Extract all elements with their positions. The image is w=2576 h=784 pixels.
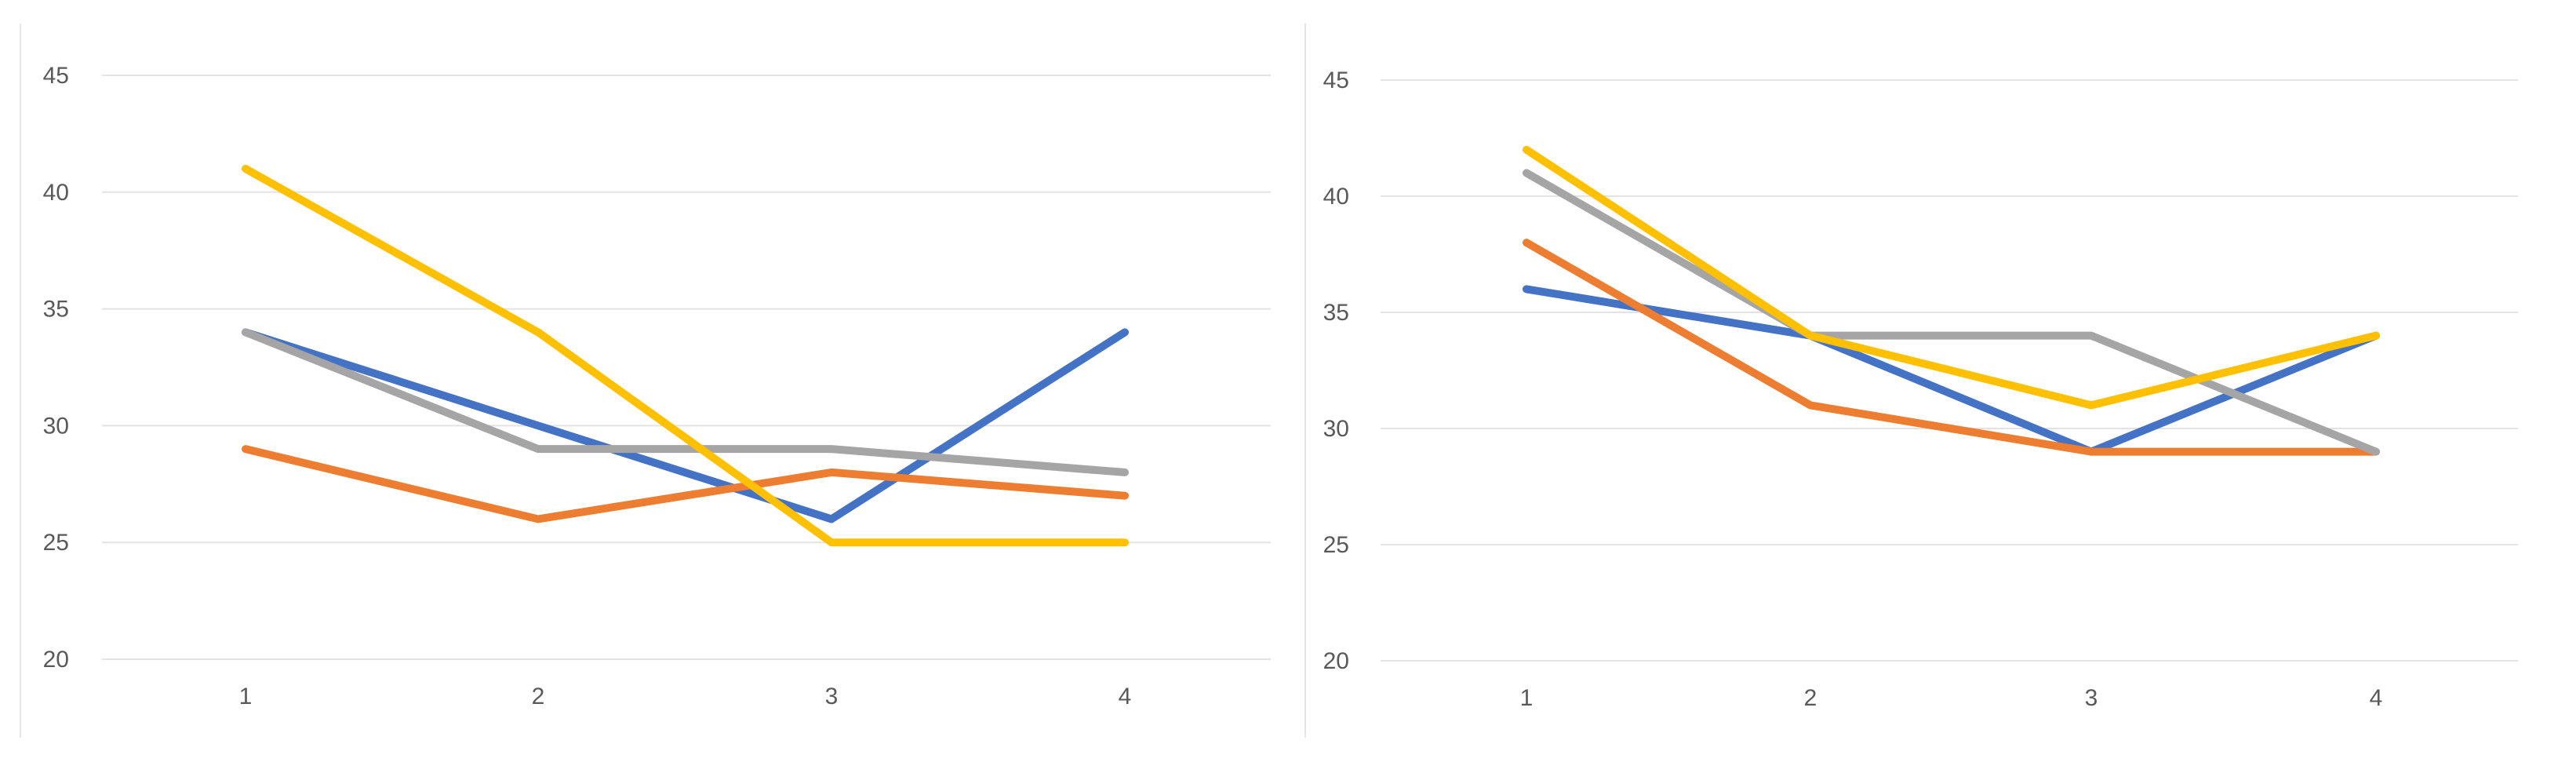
right-y-tick-label: 20 [1323, 648, 1349, 674]
left-x-tick-label: 1 [239, 684, 253, 709]
left-x-tick-label: 2 [532, 684, 545, 709]
left-y-tick-label: 20 [43, 647, 69, 673]
right-series-line-3 [1523, 169, 2380, 456]
right-x-tick-label: 2 [1804, 685, 1817, 711]
left-series-line-4 [242, 165, 1129, 547]
left-x-tick-label: 3 [825, 684, 839, 709]
line-chart-right-svg: 20 25 30 35 40 45 1 2 3 4 [1304, 24, 2518, 738]
left-series-line-3 [242, 328, 1129, 476]
right-x-tick-label: 4 [2370, 685, 2383, 711]
line-chart-right: 20 25 30 35 40 45 1 2 3 4 [1294, 0, 2576, 784]
left-y-tick-label: 45 [43, 63, 69, 89]
line-chart-left-svg: 20 25 30 35 40 45 1 2 3 4 [20, 24, 1271, 738]
right-y-tick-label: 45 [1323, 67, 1349, 93]
left-y-tick-label: 40 [43, 180, 69, 206]
right-series-line-4 [1523, 145, 2380, 410]
right-y-tick-label: 35 [1323, 300, 1349, 326]
right-y-tick-label: 30 [1323, 416, 1349, 442]
line-chart-left: 20 25 30 35 40 45 1 2 3 4 [20, 24, 1271, 738]
left-y-tick-label: 30 [43, 413, 69, 439]
right-y-tick-label: 40 [1323, 184, 1349, 210]
left-series-line-2 [242, 445, 1129, 523]
right-x-tick-label: 3 [2085, 685, 2098, 711]
right-y-tick-label: 25 [1323, 532, 1349, 558]
left-series-line-1 [242, 328, 1129, 523]
left-y-tick-label: 25 [43, 530, 69, 556]
right-x-tick-label: 1 [1520, 685, 1534, 711]
left-x-tick-label: 4 [1119, 684, 1132, 709]
left-y-tick-label: 35 [43, 297, 69, 323]
right-series-line-2 [1523, 239, 2380, 456]
